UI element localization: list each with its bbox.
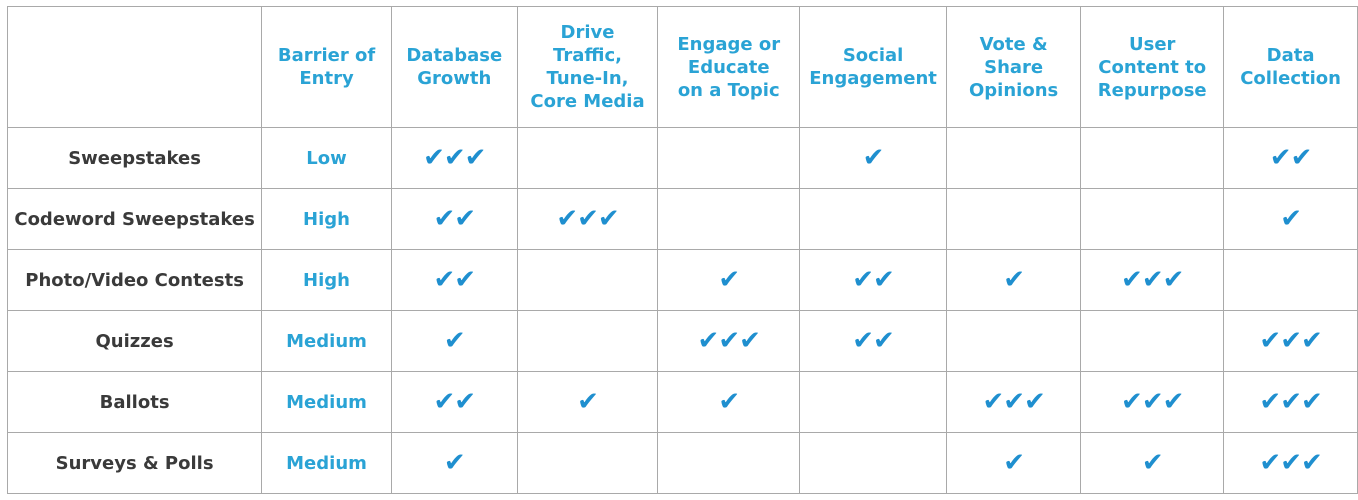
check-icon — [657, 432, 801, 494]
table-row: Ballots Medium ✔✔ ✔ ✔ ✔✔✔ ✔✔✔ ✔✔✔ — [6, 371, 1358, 433]
check-icon: ✔ — [799, 127, 947, 189]
comparison-table: Barrier of Entry Database Growth Drive T… — [6, 6, 1358, 494]
header-row: Barrier of Entry Database Growth Drive T… — [6, 6, 1358, 128]
check-icon — [1080, 127, 1225, 189]
table-row: Surveys & Polls Medium ✔ ✔ ✔ ✔✔✔ — [6, 432, 1358, 494]
check-icon: ✔ — [516, 371, 659, 433]
check-icon: ✔✔ — [390, 188, 518, 250]
barrier-value: High — [261, 188, 392, 250]
check-icon: ✔✔ — [1223, 127, 1358, 189]
check-icon: ✔✔✔ — [1223, 310, 1358, 372]
check-icon: ✔ — [390, 432, 518, 494]
barrier-value: Medium — [261, 432, 392, 494]
barrier-value: Low — [261, 127, 392, 189]
check-icon — [799, 432, 947, 494]
check-icon: ✔✔✔ — [1080, 249, 1225, 311]
check-icon — [799, 188, 947, 250]
header-data-collection: Data Collection — [1223, 6, 1358, 128]
check-icon — [516, 127, 659, 189]
table-row: Quizzes Medium ✔ ✔✔✔ ✔✔ ✔✔✔ — [6, 310, 1358, 372]
header-barrier-of-entry: Barrier of Entry — [261, 6, 392, 128]
row-label: Sweepstakes — [6, 127, 263, 189]
check-icon — [1080, 310, 1225, 372]
check-icon — [657, 188, 801, 250]
check-icon: ✔ — [1080, 432, 1225, 494]
header-user-content: User Content to Repurpose — [1080, 6, 1225, 128]
header-drive-traffic: Drive Traffic, Tune-In, Core Media — [516, 6, 659, 128]
check-icon: ✔✔✔ — [1080, 371, 1225, 433]
check-icon — [1223, 249, 1358, 311]
header-engage-educate: Engage or Educate on a Topic — [657, 6, 801, 128]
check-icon: ✔✔✔ — [657, 310, 801, 372]
barrier-value: High — [261, 249, 392, 311]
check-icon — [1080, 188, 1225, 250]
check-icon: ✔ — [945, 249, 1082, 311]
table-row: Photo/Video Contests High ✔✔ ✔ ✔✔ ✔ ✔✔✔ — [6, 249, 1358, 311]
header-vote-share: Vote & Share Opinions — [945, 6, 1082, 128]
check-icon — [657, 127, 801, 189]
header-social-engagement: Social Engagement — [799, 6, 947, 128]
check-icon: ✔✔ — [799, 310, 947, 372]
row-label: Surveys & Polls — [6, 432, 263, 494]
row-label: Codeword Sweepstakes — [6, 188, 263, 250]
check-icon: ✔ — [390, 310, 518, 372]
check-icon — [799, 371, 947, 433]
barrier-value: Medium — [261, 310, 392, 372]
table-row: Sweepstakes Low ✔✔✔ ✔ ✔✔ — [6, 127, 1358, 189]
check-icon: ✔✔✔ — [390, 127, 518, 189]
check-icon — [945, 127, 1082, 189]
check-icon: ✔✔✔ — [945, 371, 1082, 433]
barrier-value: Medium — [261, 371, 392, 433]
check-icon: ✔ — [657, 249, 801, 311]
check-icon: ✔ — [945, 432, 1082, 494]
check-icon: ✔✔ — [390, 371, 518, 433]
check-icon: ✔✔ — [390, 249, 518, 311]
row-label: Ballots — [6, 371, 263, 433]
check-icon: ✔✔✔ — [1223, 371, 1358, 433]
header-database-growth: Database Growth — [390, 6, 518, 128]
row-label: Quizzes — [6, 310, 263, 372]
table-row: Codeword Sweepstakes High ✔✔ ✔✔✔ ✔ — [6, 188, 1358, 250]
check-icon: ✔✔ — [799, 249, 947, 311]
check-icon — [945, 310, 1082, 372]
check-icon: ✔ — [1223, 188, 1358, 250]
check-icon: ✔✔✔ — [516, 188, 659, 250]
check-icon: ✔ — [657, 371, 801, 433]
check-icon: ✔✔✔ — [1223, 432, 1358, 494]
check-icon — [516, 249, 659, 311]
comparison-table-container: Barrier of Entry Database Growth Drive T… — [6, 6, 1358, 494]
row-label: Photo/Video Contests — [6, 249, 263, 311]
header-corner-cell — [6, 6, 263, 128]
check-icon — [516, 432, 659, 494]
check-icon — [945, 188, 1082, 250]
check-icon — [516, 310, 659, 372]
table-body: Sweepstakes Low ✔✔✔ ✔ ✔✔ Codeword Sweepstakes… — [6, 127, 1358, 494]
